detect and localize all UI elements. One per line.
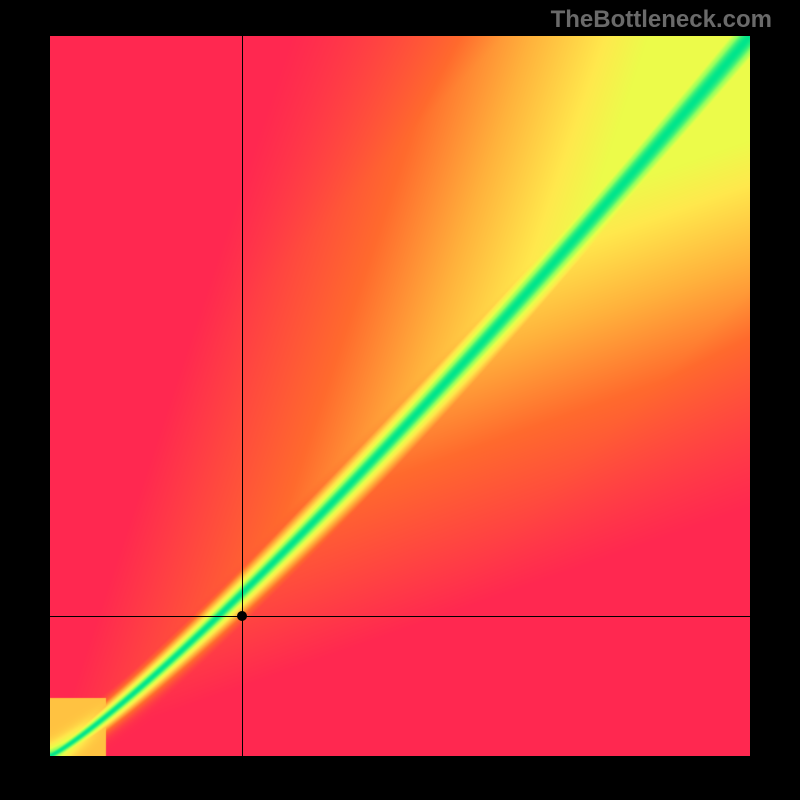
bottleneck-heatmap [50,36,750,756]
crosshair-vertical [242,36,243,756]
watermark-label: TheBottleneck.com [551,6,772,34]
crosshair-horizontal [50,616,750,617]
crosshair-marker-dot [237,611,247,621]
heatmap-canvas [50,36,750,756]
